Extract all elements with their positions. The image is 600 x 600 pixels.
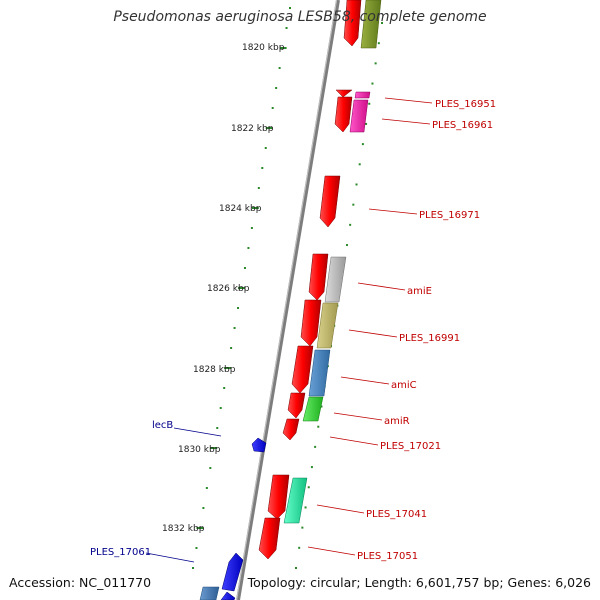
gene-arrow	[308, 253, 329, 301]
genome-backbone	[236, 0, 340, 600]
gene-block	[199, 586, 220, 600]
leader-line	[384, 97, 433, 104]
genome-stats-text: Topology: circular; Length: 6,601,757 bp…	[247, 575, 591, 590]
gene-arrow	[287, 392, 306, 419]
leader-line	[329, 436, 379, 446]
leader-line	[173, 427, 222, 437]
gene-arrow	[343, 0, 362, 47]
gene-label: lecB	[152, 420, 173, 431]
gene-arrow	[220, 591, 236, 600]
tick-label: 1820 kbp	[242, 43, 285, 53]
gene-label: PLES_16961	[432, 120, 493, 131]
gene-arrow	[282, 418, 300, 441]
gene-block	[302, 396, 324, 422]
gene-label: PLES_17061	[90, 547, 151, 558]
gene-block	[316, 302, 339, 349]
gene-arrow	[221, 552, 244, 592]
gene-label: PLES_16971	[419, 210, 480, 221]
leader-line	[333, 412, 383, 421]
tick-label: 1828 kbp	[193, 365, 236, 375]
tick-label: 1830 kbp	[178, 445, 221, 455]
gene-arrow	[291, 345, 314, 394]
leader-line	[357, 282, 406, 291]
gene-label: PLES_16991	[399, 333, 460, 344]
gene-block	[308, 349, 331, 397]
gene-block	[360, 0, 382, 49]
leader-line	[368, 208, 418, 215]
label-leader-lines	[145, 97, 433, 563]
gene-label: PLES_17021	[380, 441, 441, 452]
leader-line	[307, 546, 356, 556]
gene-block	[354, 91, 371, 99]
accession-text: Accession: NC_011770	[9, 575, 152, 590]
gene-label: amiC	[391, 380, 417, 391]
outer-strand-genes	[283, 0, 382, 524]
gene-label: amiE	[407, 286, 432, 297]
leader-line	[340, 376, 390, 385]
gene-arrow	[258, 517, 281, 560]
gene-label: amiR	[384, 416, 410, 427]
gene-labels: PLES_16951 PLES_16961 PLES_16971 amiE PL…	[90, 99, 496, 562]
position-tick-track	[192, 7, 291, 569]
tick-label: 1824 kbp	[219, 204, 262, 214]
reverse-strand-genes	[258, 0, 362, 560]
gene-label: PLES_17041	[366, 509, 427, 520]
leader-line	[381, 118, 431, 125]
gene-arrow	[300, 299, 322, 347]
position-tick-labels: 1820 kbp 1822 kbp 1824 kbp 1826 kbp 1828…	[162, 43, 285, 534]
gene-arrow	[251, 437, 267, 453]
map-title: Pseudomonas aeruginosa LESB58, complete …	[113, 9, 487, 25]
genome-backbone-highlight	[236, 0, 338, 600]
gene-label: PLES_16951	[435, 99, 496, 110]
tick-label: 1826 kbp	[207, 284, 250, 294]
gene-arrow	[334, 96, 353, 133]
gene-label: PLES_17051	[357, 551, 418, 562]
gene-arrow	[335, 89, 353, 98]
forward-strand-genes	[199, 437, 267, 600]
tick-label: 1822 kbp	[231, 124, 274, 134]
leader-line	[145, 552, 195, 563]
outer-tick-track	[295, 22, 383, 569]
gene-arrow	[267, 474, 290, 520]
leader-line	[316, 504, 365, 514]
gene-block	[324, 256, 347, 303]
gene-arrow	[319, 175, 341, 228]
gene-block	[349, 99, 369, 133]
leader-line	[348, 329, 398, 338]
tick-label: 1832 kbp	[162, 524, 205, 534]
gene-block	[283, 477, 308, 524]
